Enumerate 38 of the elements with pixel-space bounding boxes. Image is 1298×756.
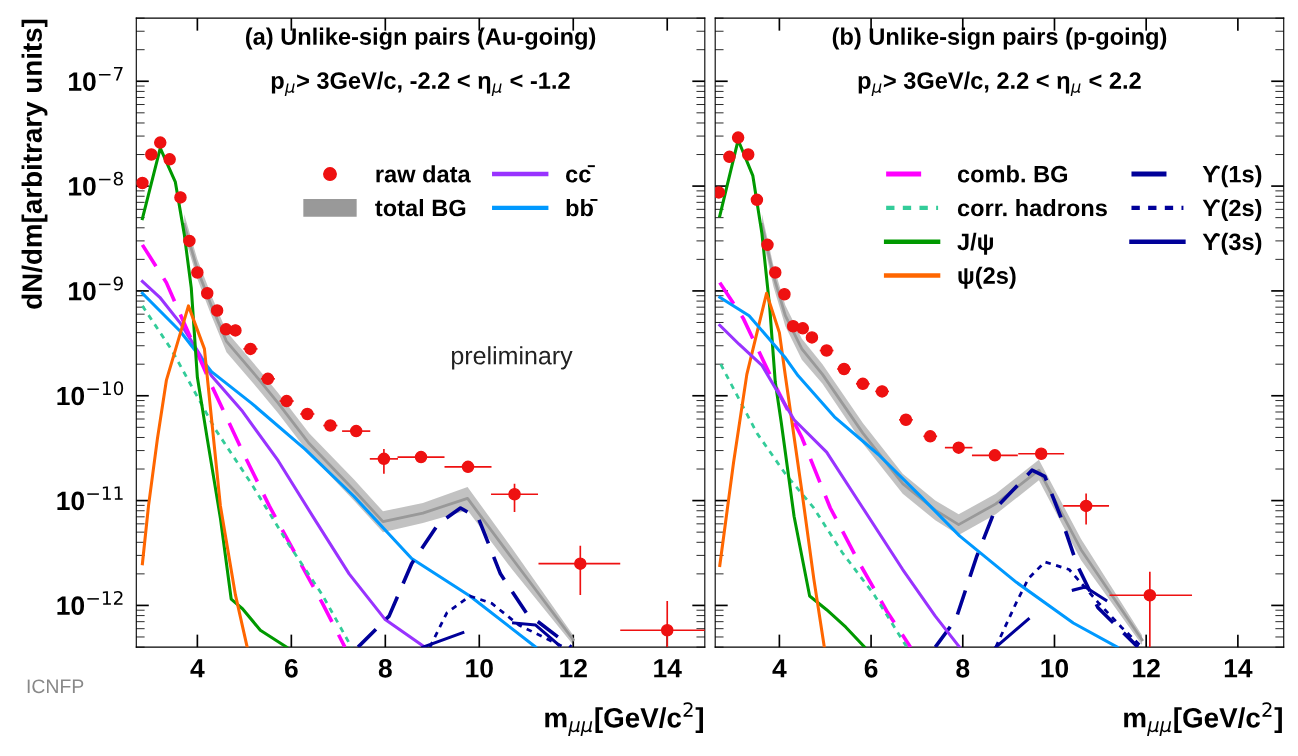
chart-title: (a) Unlike-sign pairs (Au-going): [245, 27, 596, 50]
legend-label: J/ψ: [957, 232, 993, 255]
legend-label: ϒ(1s): [1202, 165, 1262, 188]
legend-label: ϒ(3s): [1202, 232, 1262, 255]
x-tick-label: 12: [1133, 658, 1160, 678]
x-tick-label: 10: [466, 658, 493, 678]
x-tick-label: 10: [1041, 658, 1069, 678]
y-tick-label: 10$^{−12}$: [57, 590, 123, 616]
legend-label: bb̄: [566, 199, 598, 217]
y-tick-label: 10$^{−7}$: [69, 67, 123, 91]
x-tick-label: 6: [284, 658, 298, 678]
x-tick-label: 8: [378, 658, 392, 678]
text: ICNFP: [27, 679, 84, 694]
legend-label: cc̄: [566, 165, 595, 183]
x-tick-label: 4: [772, 659, 787, 678]
y-tick-label: 10$^{−11}$: [57, 486, 123, 511]
chart-title: (b) Unlike-sign pairs (p-going): [832, 27, 1167, 50]
text: p$_{μ}$> 3GeV/c, 2.2 < η$_{μ}$ < 2.2: [858, 71, 1141, 97]
legend-label: ϒ(2s): [1202, 199, 1262, 222]
x-tick-label: 14: [654, 659, 682, 678]
legend-label: raw data: [376, 165, 471, 183]
text: p$_{μ}$> 3GeV/c, -2.2 < η$_{μ}$ < -1.2: [271, 71, 570, 97]
x-tick-label: 4: [190, 659, 205, 678]
annotation: preliminary: [452, 346, 573, 370]
legend-label: ψ(2s): [958, 266, 1016, 289]
y-tick-label: 10$^{−9}$: [69, 276, 123, 301]
x-tick-label: 12: [560, 658, 587, 678]
y-tick-label: 10$^{−10}$: [57, 381, 124, 406]
y-tick-label: 10$^{−8}$: [69, 171, 123, 196]
y-axis-title: dN/dm[arbitrary units]: [21, 19, 48, 309]
x-axis-title: m$_{μμ}$[GeV/c$^{2}$]: [1124, 702, 1282, 736]
x-tick-label: 6: [864, 658, 878, 678]
legend-label: comb. BG: [957, 165, 1068, 183]
x-axis-title: m$_{μμ}$[GeV/c$^{2}$]: [545, 702, 703, 736]
x-tick-label: 14: [1224, 659, 1253, 678]
legend-label: corr. hadrons: [957, 199, 1107, 217]
legend-label: total BG: [375, 199, 466, 217]
x-tick-label: 8: [956, 658, 970, 678]
